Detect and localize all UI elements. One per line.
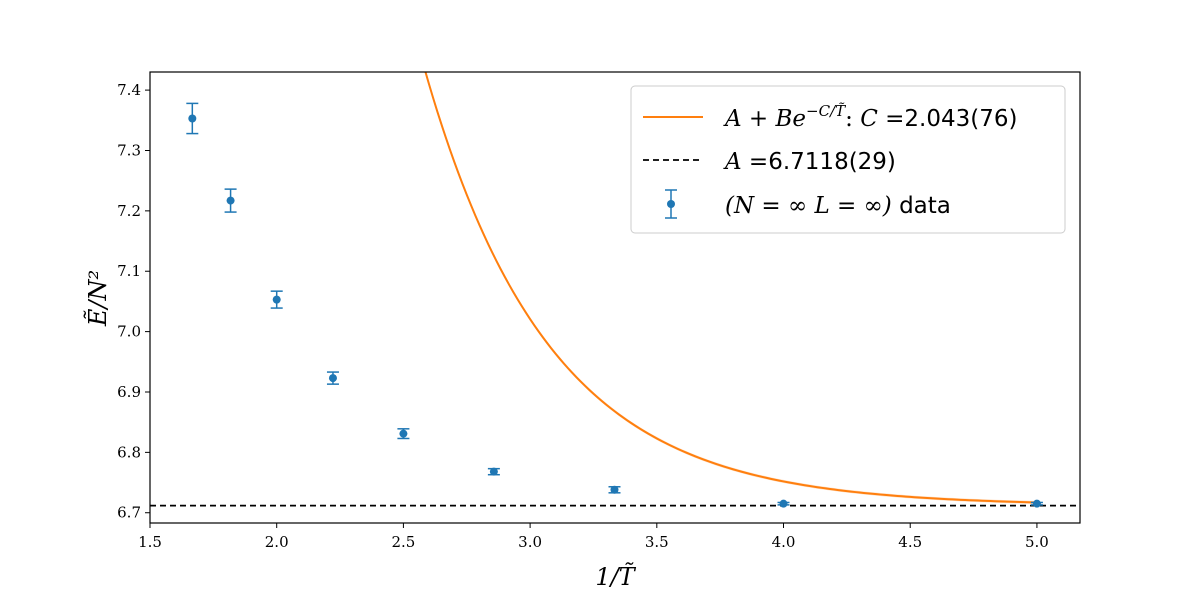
y-tick-label: 7.3 — [117, 141, 141, 159]
x-tick-label: 4.0 — [772, 533, 796, 551]
y-axis-ticks: 6.7 6.8 6.9 7.0 7.1 7.2 7.3 7.4 — [117, 81, 150, 522]
data-point — [777, 499, 790, 508]
plot-area — [150, 72, 1080, 508]
data-point — [186, 102, 199, 135]
data-point — [326, 371, 339, 385]
y-tick-label: 6.9 — [117, 383, 141, 401]
y-tick-label: 7.4 — [117, 81, 141, 99]
y-tick-label: 7.2 — [117, 202, 141, 220]
x-tick-label: 4.5 — [898, 533, 922, 551]
data-marker — [272, 295, 281, 304]
y-tick-label: 7.1 — [117, 262, 141, 280]
data-points — [186, 102, 1043, 508]
data-marker — [399, 429, 408, 438]
legend: A + Be−C/T̃: C =2.043(76) A =6.7118(29) … — [630, 85, 1066, 234]
legend-hline-label: A =6.7118(29) — [723, 149, 896, 175]
x-tick-label: 2.0 — [265, 533, 289, 551]
data-marker — [226, 196, 235, 205]
x-axis-label: 1/T̃ — [595, 563, 636, 591]
data-marker — [610, 485, 619, 494]
x-tick-label: 2.5 — [391, 533, 415, 551]
data-point — [224, 188, 237, 213]
data-marker — [1032, 499, 1041, 508]
data-marker — [779, 499, 788, 508]
legend-box — [630, 85, 1066, 234]
legend-fit-label: A + Be−C/T̃: C =2.043(76) — [723, 102, 1017, 132]
legend-data-swatch — [665, 189, 677, 219]
data-point — [487, 467, 500, 476]
data-marker — [489, 467, 498, 476]
y-axis-label: Ẽ/N² — [83, 270, 112, 327]
x-tick-label: 1.5 — [138, 533, 162, 551]
plot-frame — [149, 71, 1081, 524]
data-point — [397, 428, 410, 440]
fit-curve — [424, 72, 1037, 504]
x-tick-label: 5.0 — [1025, 533, 1049, 551]
data-point — [1030, 499, 1043, 508]
y-tick-label: 6.7 — [117, 504, 141, 522]
data-point — [270, 290, 283, 309]
y-tick-label: 6.8 — [117, 443, 141, 461]
data-marker — [328, 374, 337, 383]
x-tick-label: 3.0 — [518, 533, 542, 551]
data-point — [608, 485, 621, 494]
x-tick-label: 3.5 — [645, 533, 669, 551]
legend-data-label: (N = ∞ L = ∞) data — [725, 193, 951, 219]
data-marker — [188, 114, 197, 123]
y-tick-label: 7.0 — [117, 323, 141, 341]
x-axis-ticks: 1.5 2.0 2.5 3.0 3.5 4.0 4.5 5.0 — [138, 523, 1049, 551]
